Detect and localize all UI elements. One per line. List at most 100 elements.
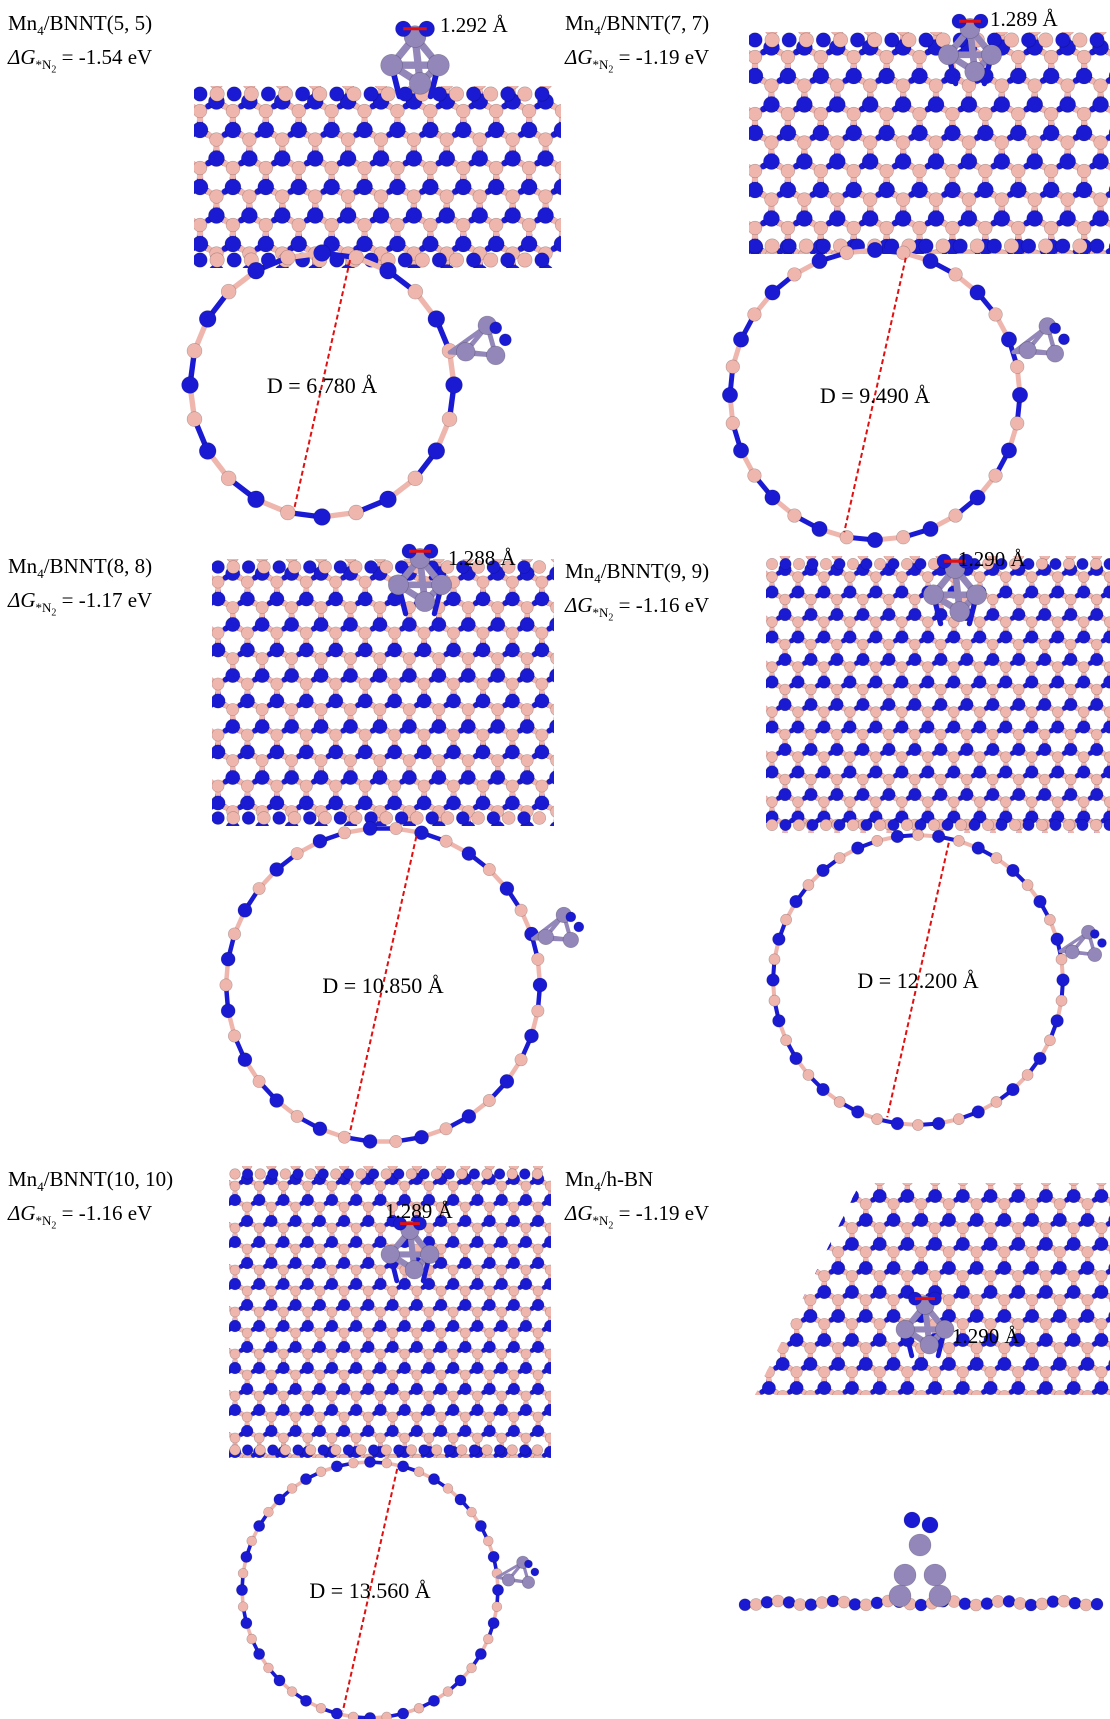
bond	[579, 705, 586, 709]
bond	[608, 654, 615, 658]
bond	[837, 276, 845, 281]
nitrogen-atom	[553, 178, 561, 196]
nitrogen-atom	[796, 153, 813, 170]
boron-atom	[489, 103, 504, 119]
bond	[189, 680, 196, 684]
bond	[586, 727, 593, 731]
boron-atom	[439, 132, 454, 147]
nitrogen-atom	[379, 490, 397, 509]
bond	[225, 277, 233, 282]
label-panel-2: Mn4/BNNT(8, 8) ΔG*N2 = -1.17 eV	[8, 553, 152, 627]
mn4-cluster	[1011, 317, 1070, 363]
bond	[430, 277, 438, 282]
edge-atom	[312, 86, 328, 102]
nitrogen-atom	[1011, 386, 1028, 403]
nitrogen-atom	[944, 124, 961, 142]
bond	[340, 78, 348, 83]
bond	[593, 680, 600, 684]
boron-atom	[945, 106, 960, 122]
bond	[290, 559, 293, 560]
bond	[151, 216, 159, 221]
nitrogen-atom	[273, 207, 291, 224]
bond	[570, 249, 578, 254]
boron-atom	[588, 161, 602, 175]
boron-atom	[275, 132, 290, 147]
boron-atom	[1027, 192, 1042, 207]
bond	[796, 24, 804, 29]
bond	[564, 731, 571, 735]
bond	[212, 626, 214, 632]
bond	[553, 623, 554, 626]
bond	[611, 192, 619, 197]
edge-atom	[749, 32, 763, 48]
bond	[586, 705, 593, 709]
bond	[167, 220, 175, 225]
bond	[196, 676, 203, 680]
nitrogen-atom	[1092, 210, 1109, 227]
boron-atom	[699, 136, 713, 150]
bond	[194, 132, 195, 137]
bond	[616, 756, 623, 760]
bond	[587, 130, 595, 135]
bond	[903, 276, 911, 281]
boron-atom	[1044, 220, 1059, 236]
bond	[586, 625, 593, 629]
boron-atom	[764, 135, 779, 150]
bond	[184, 273, 192, 278]
boron-atom	[813, 163, 828, 179]
bond	[212, 575, 214, 581]
boron-atom	[1060, 135, 1075, 150]
nitrogen-atom	[1059, 96, 1076, 113]
bond	[620, 130, 628, 135]
nitrogen-atom	[894, 96, 912, 113]
nitrogen-atom	[499, 333, 512, 347]
bond	[570, 273, 578, 278]
bond	[595, 187, 603, 192]
bond	[175, 273, 183, 278]
nitrogen-atom	[698, 211, 714, 227]
bond	[557, 552, 564, 556]
bond	[194, 104, 195, 109]
nitrogen-atom	[714, 239, 730, 255]
boron-atom	[863, 192, 878, 207]
bond	[151, 78, 159, 83]
bond	[463, 277, 471, 282]
nitrogen-atom	[731, 268, 747, 284]
bond	[332, 73, 340, 78]
nitrogen-atom	[698, 40, 714, 56]
manganese-atom	[408, 72, 432, 95]
boron-atom	[605, 133, 619, 147]
boron-atom	[1044, 49, 1059, 65]
bond	[714, 19, 722, 24]
nitrogen-atom	[1076, 11, 1092, 27]
boron-atom	[945, 220, 960, 236]
bond	[471, 78, 479, 83]
bond	[447, 78, 455, 83]
nitrogen-atom	[290, 235, 308, 253]
edge-atom	[448, 86, 465, 102]
bond	[578, 102, 586, 107]
bond	[595, 106, 603, 111]
panel-bnnt-8-8: 1.288 ÅD = 10.850 Å	[174, 543, 623, 1149]
nitrogen-atom	[454, 178, 472, 196]
nitrogen-atom	[225, 65, 241, 81]
bond-length-label: 1.292 Å	[440, 13, 509, 37]
boron-atom	[863, 78, 878, 93]
bond	[1084, 19, 1092, 24]
bond	[504, 78, 512, 83]
bond	[381, 78, 389, 83]
bond	[174, 778, 181, 782]
boron-atom	[797, 192, 812, 207]
bond	[601, 599, 608, 603]
boron-atom	[456, 103, 471, 119]
bond	[320, 559, 323, 560]
boron-atom	[1027, 135, 1042, 150]
bond	[562, 73, 570, 78]
bond	[266, 73, 274, 78]
bond	[1101, 276, 1109, 281]
bond	[208, 78, 216, 83]
bond	[593, 650, 600, 654]
bond	[578, 216, 586, 221]
boron-atom	[357, 160, 372, 176]
nitrogen-atom	[521, 65, 537, 81]
